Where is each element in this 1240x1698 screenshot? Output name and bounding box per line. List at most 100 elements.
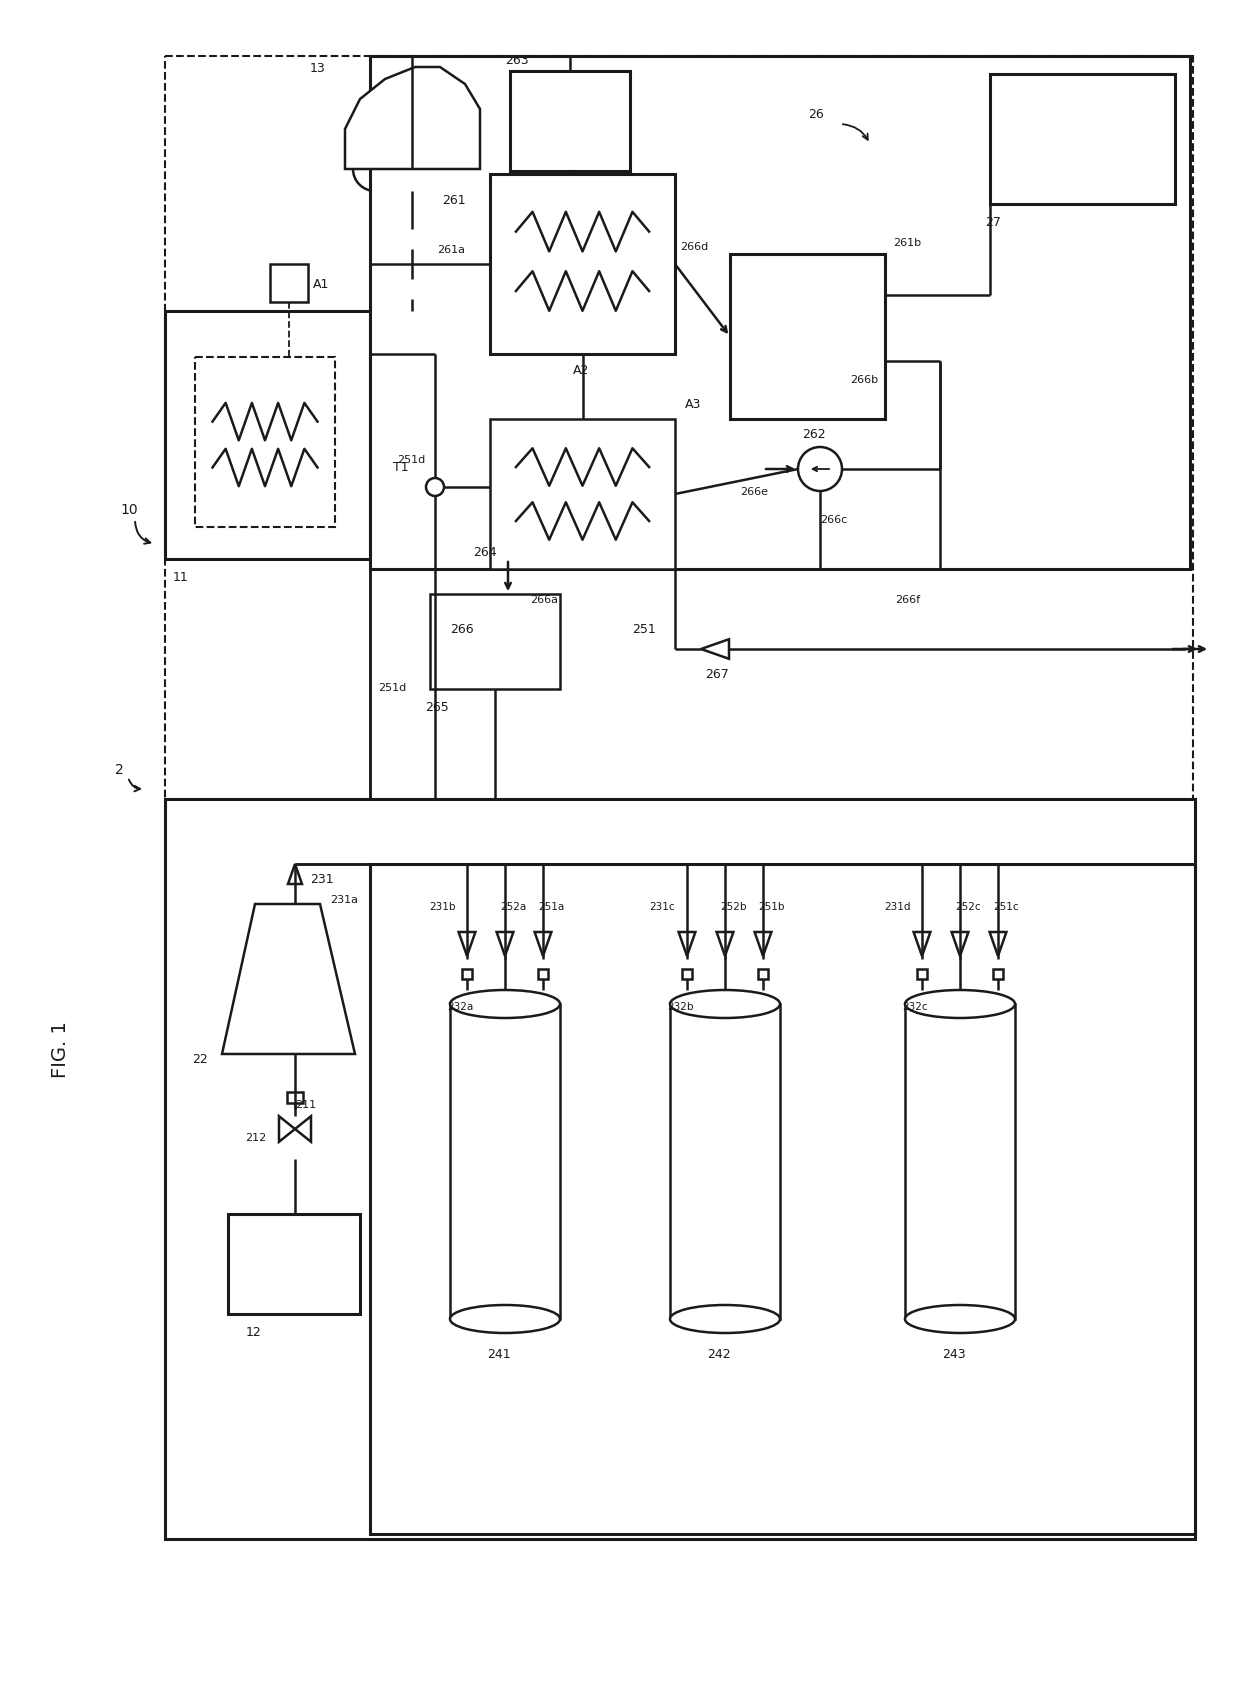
Bar — [918, 970, 928, 980]
Text: 11: 11 — [174, 571, 188, 584]
Bar — [370, 58, 1190, 569]
Text: A3: A3 — [684, 399, 702, 411]
Text: 26: 26 — [808, 109, 823, 122]
Polygon shape — [990, 932, 1007, 956]
Circle shape — [427, 479, 444, 498]
Bar — [165, 58, 1193, 801]
Text: 243: 243 — [942, 1348, 966, 1360]
Text: 264: 264 — [472, 547, 497, 559]
Bar — [670, 1005, 780, 1319]
Text: 266b: 266b — [849, 375, 878, 385]
Bar — [758, 970, 768, 980]
Circle shape — [353, 148, 397, 192]
Text: 232b: 232b — [667, 1002, 693, 1012]
Bar — [370, 864, 1195, 1533]
Ellipse shape — [670, 1306, 780, 1333]
Text: 242: 242 — [707, 1348, 730, 1360]
Text: 22: 22 — [192, 1053, 208, 1066]
Text: 252c: 252c — [955, 902, 981, 912]
Ellipse shape — [450, 990, 560, 1019]
Polygon shape — [496, 932, 513, 956]
Text: 231d: 231d — [884, 902, 910, 912]
Text: 262: 262 — [802, 428, 826, 441]
Polygon shape — [345, 68, 480, 170]
Text: 10: 10 — [120, 503, 138, 516]
Text: 251d: 251d — [378, 683, 407, 693]
Bar — [165, 312, 370, 560]
Polygon shape — [279, 1117, 295, 1143]
Ellipse shape — [450, 1306, 560, 1333]
Text: 231b: 231b — [429, 902, 455, 912]
Bar — [450, 1005, 560, 1319]
Bar — [490, 175, 675, 355]
Text: FIG. 1: FIG. 1 — [51, 1020, 69, 1078]
Text: 266d: 266d — [680, 241, 708, 251]
Text: 251a: 251a — [538, 902, 564, 912]
Circle shape — [402, 280, 422, 301]
Polygon shape — [295, 1117, 311, 1143]
Text: 266f: 266f — [895, 594, 920, 604]
Ellipse shape — [905, 990, 1016, 1019]
Text: 252b: 252b — [720, 902, 746, 912]
Polygon shape — [701, 640, 729, 659]
Circle shape — [799, 448, 842, 492]
Bar — [510, 71, 630, 171]
Polygon shape — [222, 905, 355, 1054]
Text: 267: 267 — [706, 667, 729, 681]
Text: 212: 212 — [246, 1133, 267, 1143]
Bar — [195, 358, 335, 528]
Bar — [270, 265, 308, 302]
Polygon shape — [534, 932, 552, 956]
Text: 261b: 261b — [893, 238, 921, 248]
Bar — [993, 970, 1003, 980]
Bar — [990, 75, 1176, 205]
Text: 251: 251 — [632, 623, 656, 637]
Text: 261: 261 — [441, 194, 466, 207]
Bar — [165, 800, 1195, 1538]
Polygon shape — [717, 932, 733, 956]
Bar — [490, 419, 675, 569]
Text: 266: 266 — [450, 623, 474, 637]
Text: 251c: 251c — [993, 902, 1018, 912]
Text: 27: 27 — [985, 216, 1001, 229]
Text: 2: 2 — [115, 762, 124, 776]
Text: 231: 231 — [310, 873, 334, 886]
Bar — [905, 1005, 1016, 1319]
Text: A1: A1 — [312, 277, 330, 290]
Circle shape — [433, 148, 477, 192]
Bar — [730, 255, 885, 419]
Circle shape — [402, 229, 422, 250]
Text: 232a: 232a — [446, 1002, 474, 1012]
Text: 266c: 266c — [820, 514, 847, 525]
Text: 261a: 261a — [436, 245, 465, 255]
Polygon shape — [755, 932, 771, 956]
Polygon shape — [678, 932, 696, 956]
Text: A2: A2 — [573, 363, 589, 377]
Polygon shape — [951, 932, 968, 956]
Text: 251d: 251d — [397, 455, 425, 465]
Text: 266e: 266e — [740, 487, 768, 498]
Bar — [538, 970, 548, 980]
Bar — [228, 1214, 360, 1314]
Text: 251b: 251b — [758, 902, 785, 912]
Ellipse shape — [670, 990, 780, 1019]
Text: 265: 265 — [425, 701, 449, 715]
Text: 241: 241 — [487, 1348, 511, 1360]
Ellipse shape — [905, 1306, 1016, 1333]
Text: 231c: 231c — [649, 902, 675, 912]
Bar — [463, 970, 472, 980]
Text: 211: 211 — [295, 1099, 316, 1109]
Polygon shape — [914, 932, 930, 956]
Text: 266a: 266a — [529, 594, 558, 604]
Polygon shape — [288, 864, 303, 885]
Text: 232c: 232c — [901, 1002, 928, 1012]
Bar — [430, 594, 560, 689]
Bar — [682, 970, 692, 980]
Bar — [286, 1092, 303, 1104]
Text: 263: 263 — [505, 53, 528, 66]
Text: 12: 12 — [246, 1326, 262, 1338]
Text: T1: T1 — [393, 462, 409, 474]
Polygon shape — [459, 932, 475, 956]
Text: 252a: 252a — [500, 902, 526, 912]
Text: 231a: 231a — [330, 895, 358, 905]
